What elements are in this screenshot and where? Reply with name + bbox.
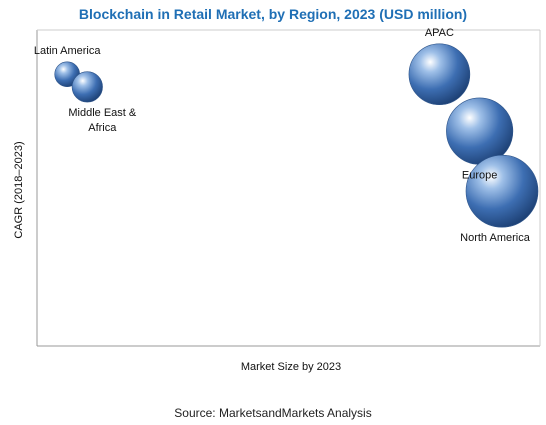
bubble-label: North America: [460, 232, 531, 244]
bubble-label: Middle East & Africa: [68, 107, 137, 134]
source-note: Source: MarketsandMarkets Analysis: [174, 406, 372, 420]
y-axis-title: CAGR (2018–2023): [13, 141, 25, 238]
bubble-middle-east-africa: [71, 71, 103, 103]
bubble-europe: [446, 97, 514, 165]
bubble-north-america: [465, 154, 539, 228]
bubble-chart: Market Size by 2023 CAGR (2018–2023) Lat…: [13, 27, 541, 373]
chart-title: Blockchain in Retail Market, by Region, …: [78, 6, 468, 22]
x-axis-title: Market Size by 2023: [241, 361, 341, 373]
bubble-label: Latin America: [34, 45, 102, 57]
bubble-label: APAC: [425, 27, 454, 39]
bubble-label: Europe: [462, 169, 497, 181]
bubble-apac: [408, 43, 471, 106]
